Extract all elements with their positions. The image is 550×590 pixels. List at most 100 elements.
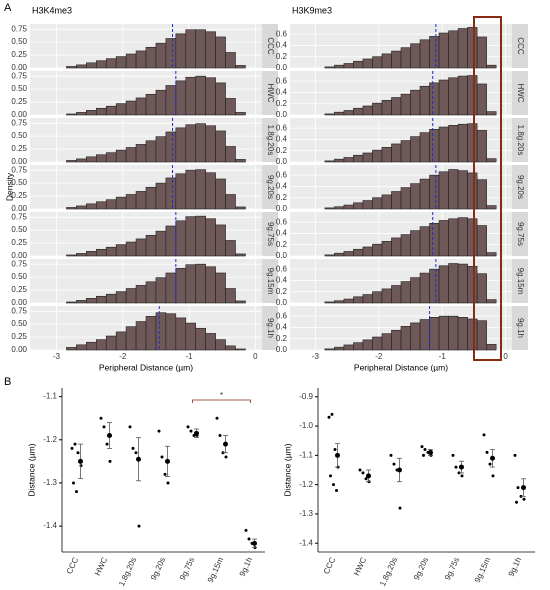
bar [235, 112, 246, 116]
bar [457, 170, 468, 210]
bar [334, 206, 345, 210]
x-tick-label: 9g.75s [443, 556, 461, 582]
bar [381, 288, 392, 304]
bar [353, 107, 364, 116]
bar [215, 36, 226, 69]
y-tick-label: 0.0 [276, 110, 288, 119]
x-tick-label: HWC [352, 556, 368, 577]
strip-label: 1.8g.20s [266, 125, 275, 156]
strip-label: 9g.75s [266, 222, 275, 246]
x-tick-label: CCC [65, 556, 81, 576]
x-tick-label: -2 [375, 352, 383, 361]
bar [185, 29, 197, 69]
panel-label: B [4, 376, 11, 388]
bar [457, 316, 468, 351]
bar [215, 224, 226, 257]
bar [115, 244, 127, 257]
point [485, 450, 489, 454]
bar [438, 265, 449, 304]
bar [391, 143, 402, 163]
bar [476, 320, 487, 351]
point [166, 481, 170, 485]
bar [95, 154, 107, 163]
bar [343, 157, 354, 163]
bar [391, 237, 402, 257]
bar [225, 194, 236, 210]
bar [195, 75, 206, 116]
bar [66, 301, 77, 304]
bar [438, 220, 449, 257]
point [361, 471, 365, 475]
y-tick-label: 0.0 [276, 251, 288, 260]
y-tick-label: 0.25 [11, 238, 27, 247]
point [330, 412, 334, 416]
y-axis-label: Distance (µm) [282, 443, 292, 496]
strip [512, 24, 528, 68]
bar [215, 178, 226, 210]
point [358, 468, 362, 472]
y-tick-label: 0.2 [276, 287, 288, 296]
mean-point [335, 452, 340, 458]
bar [353, 154, 364, 163]
bar [372, 336, 383, 351]
bar [175, 173, 187, 210]
bar [105, 293, 117, 304]
strip [262, 259, 278, 303]
y-tick-label: 0.2 [276, 99, 288, 108]
bar [145, 281, 157, 304]
bar [448, 218, 459, 257]
bar [135, 191, 147, 210]
point [76, 451, 80, 455]
bar [381, 100, 392, 116]
point [137, 524, 141, 528]
bar [76, 112, 87, 116]
bar [205, 266, 216, 304]
bar [381, 194, 392, 210]
bar [457, 123, 468, 163]
bar [95, 201, 107, 210]
x-tick-label: 9g.20s [149, 556, 167, 582]
y-tick-label: -0.9 [299, 392, 313, 401]
point [422, 453, 425, 457]
y-tick-label: 0.2 [276, 334, 288, 343]
point [423, 448, 427, 451]
point [392, 462, 396, 466]
bar [225, 240, 236, 257]
bar [457, 28, 468, 69]
bar [467, 123, 478, 163]
point [389, 453, 393, 457]
strip [512, 118, 528, 162]
strip-label: 1.8g.20s [516, 125, 525, 156]
bar [334, 111, 345, 116]
point [189, 429, 193, 433]
bar [391, 329, 402, 351]
strip [262, 212, 278, 256]
bar [205, 125, 216, 163]
y-tick-label: 0.00 [11, 63, 27, 72]
bar [419, 178, 430, 210]
bar [165, 272, 177, 304]
bar [195, 169, 206, 210]
y-tick-label: 0.75 [11, 165, 27, 174]
bar [225, 98, 236, 116]
panel-label: A [4, 2, 12, 14]
y-tick-label: 0.00 [11, 345, 27, 354]
bar [391, 50, 402, 69]
point [186, 425, 190, 429]
bar [135, 144, 147, 163]
bar [235, 206, 246, 210]
y-tick-label: -1.4 [43, 521, 57, 530]
bar [419, 85, 430, 116]
strip [262, 71, 278, 115]
bar [400, 93, 411, 116]
chart-title: H3K9me3 [292, 5, 332, 15]
bar [165, 38, 177, 69]
bar [135, 321, 147, 351]
y-tick-label: 0.2 [276, 193, 288, 202]
bar [372, 291, 383, 304]
x-tick-label: HWC [93, 556, 109, 577]
bar [155, 42, 167, 69]
point [420, 445, 424, 449]
y-tick-label: 0.4 [276, 323, 288, 332]
bar [165, 225, 177, 257]
